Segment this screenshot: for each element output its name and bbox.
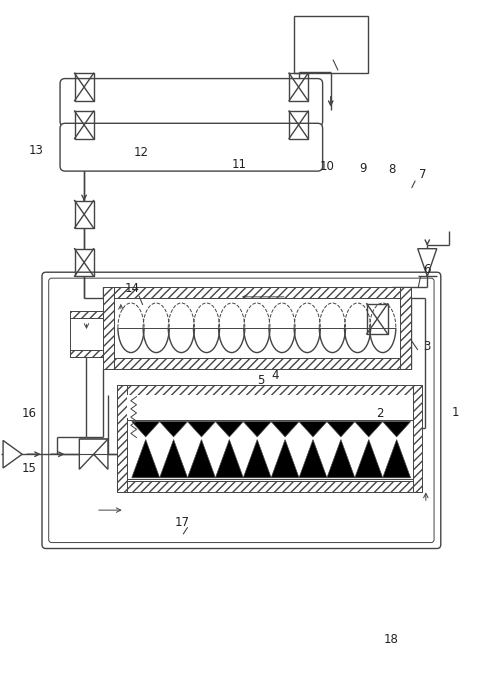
Polygon shape <box>243 422 271 437</box>
Bar <box>413 385 423 491</box>
Bar <box>114 297 400 358</box>
Text: 8: 8 <box>388 163 395 176</box>
Bar <box>103 286 114 369</box>
Text: 5: 5 <box>257 374 264 387</box>
Polygon shape <box>355 422 383 437</box>
Polygon shape <box>271 422 299 437</box>
Polygon shape <box>216 422 243 437</box>
Polygon shape <box>355 440 383 477</box>
Bar <box>118 481 423 491</box>
Polygon shape <box>79 439 108 469</box>
Bar <box>70 311 103 318</box>
Text: 16: 16 <box>22 407 37 420</box>
Polygon shape <box>160 440 187 477</box>
Bar <box>70 311 103 357</box>
Text: 9: 9 <box>359 161 367 175</box>
Text: 6: 6 <box>424 263 431 276</box>
Bar <box>70 350 103 357</box>
Text: 18: 18 <box>384 633 399 646</box>
Bar <box>103 358 411 369</box>
Polygon shape <box>271 440 299 477</box>
FancyBboxPatch shape <box>60 79 323 126</box>
Text: 13: 13 <box>29 144 44 157</box>
Polygon shape <box>383 422 411 437</box>
Polygon shape <box>132 422 160 437</box>
Bar <box>127 395 413 418</box>
Text: 7: 7 <box>419 168 426 181</box>
Text: 14: 14 <box>124 282 139 295</box>
Text: 10: 10 <box>320 159 335 172</box>
Text: 17: 17 <box>174 516 189 529</box>
Bar <box>118 385 423 395</box>
Polygon shape <box>299 422 327 437</box>
Polygon shape <box>327 440 355 477</box>
Text: 11: 11 <box>231 157 247 170</box>
Text: 4: 4 <box>271 369 279 382</box>
Polygon shape <box>216 440 243 477</box>
Polygon shape <box>79 439 108 469</box>
Polygon shape <box>383 440 411 477</box>
Text: 3: 3 <box>424 340 431 353</box>
Text: 12: 12 <box>134 146 149 159</box>
Bar <box>103 286 411 297</box>
Bar <box>118 385 127 491</box>
Bar <box>127 395 413 481</box>
Polygon shape <box>160 422 187 437</box>
Polygon shape <box>132 440 160 477</box>
Text: 15: 15 <box>22 462 37 475</box>
Bar <box>400 286 411 369</box>
Polygon shape <box>3 440 22 468</box>
Text: 1: 1 <box>452 406 460 419</box>
Polygon shape <box>418 248 437 276</box>
Polygon shape <box>299 440 327 477</box>
FancyBboxPatch shape <box>60 124 323 171</box>
Polygon shape <box>243 440 271 477</box>
Text: 2: 2 <box>376 407 383 420</box>
Polygon shape <box>187 422 216 437</box>
Polygon shape <box>327 422 355 437</box>
Bar <box>294 16 368 72</box>
Polygon shape <box>187 440 216 477</box>
